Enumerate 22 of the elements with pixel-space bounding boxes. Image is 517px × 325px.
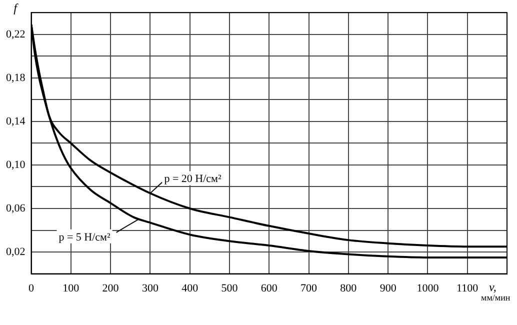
x-tick-label: 500 <box>221 282 238 294</box>
x-tick-label: 200 <box>102 282 120 294</box>
y-tick-label: 0,18 <box>6 72 26 84</box>
x-tick-label: 700 <box>300 282 318 294</box>
y-axis-title: f <box>14 0 19 15</box>
x-tick-label: 300 <box>142 282 159 294</box>
x-tick-label: 0 <box>28 282 34 294</box>
x-tick-label: 1100 <box>456 282 479 294</box>
x-tick-label: 100 <box>62 282 80 294</box>
y-tick-label: 0,10 <box>6 158 26 171</box>
x-axis-title: v, мм/мин <box>481 280 510 303</box>
annotation: p = 20 Н/см² <box>164 173 222 186</box>
x-tick-label: 800 <box>340 282 358 294</box>
y-tick-label: 0,06 <box>6 202 26 214</box>
annotation: p = 5 Н/см² <box>58 231 111 244</box>
x-tick-label: 400 <box>182 282 199 294</box>
y-tick-label: 0,02 <box>6 246 26 258</box>
y-tick-label: 0,14 <box>6 115 26 128</box>
x-tick-label: 600 <box>260 282 278 294</box>
x-tick-label: 1000 <box>416 282 440 294</box>
x-tick-label: 900 <box>380 282 397 294</box>
y-tick-label: 0,22 <box>6 28 26 40</box>
